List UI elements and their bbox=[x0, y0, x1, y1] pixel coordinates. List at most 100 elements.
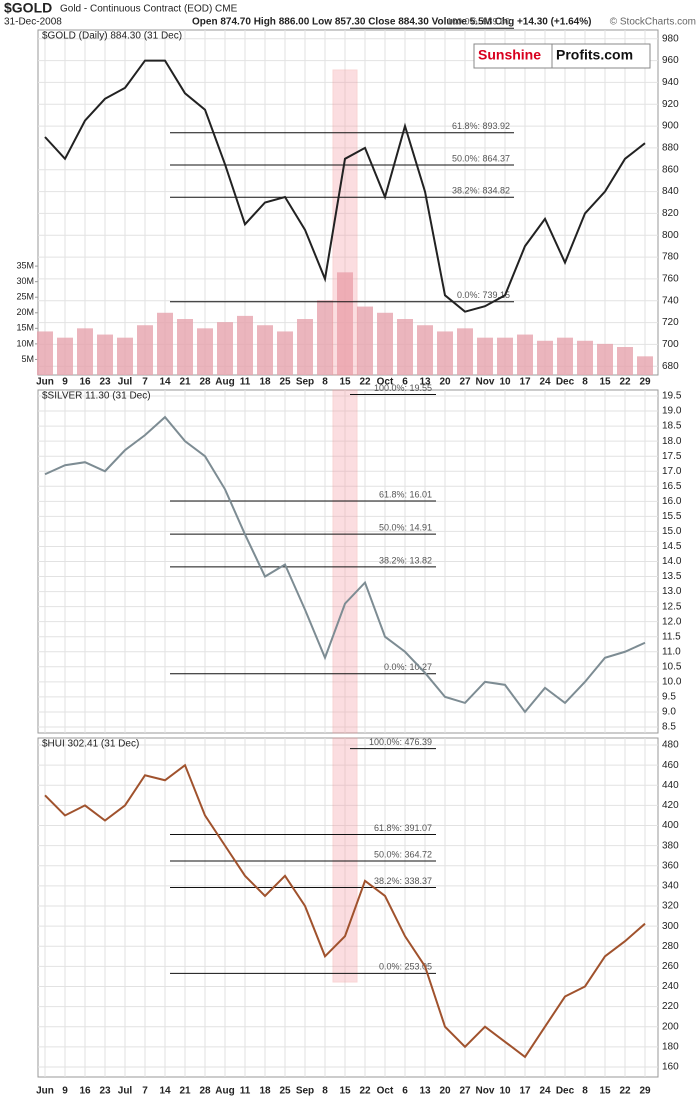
quote: Open 874.70 High 886.00 Low 857.30 Close… bbox=[192, 17, 591, 28]
y2-tick-label: 5M bbox=[21, 354, 34, 364]
x-tick-label: 6 bbox=[402, 377, 408, 388]
x-tick-label: 24 bbox=[539, 377, 551, 388]
y-tick-label: 10.0 bbox=[662, 676, 682, 687]
y2-tick-label: 10M bbox=[16, 338, 34, 348]
y-tick-label: 11.0 bbox=[662, 646, 681, 657]
volume-bar bbox=[197, 328, 213, 375]
description: Gold - Continuous Contract (EOD) CME bbox=[60, 4, 238, 15]
y-tick-label: 180 bbox=[662, 1041, 679, 1052]
x-tick-label: Dec bbox=[556, 377, 575, 388]
x-tick-label: Sep bbox=[296, 377, 314, 388]
x-tick-label: Sep bbox=[296, 1086, 314, 1097]
y-tick-label: 14.5 bbox=[662, 541, 682, 552]
logo-left: Sunshine bbox=[478, 47, 541, 63]
y-tick-label: 720 bbox=[662, 317, 679, 328]
x-tick-label: 9 bbox=[62, 377, 68, 388]
highlight-band bbox=[332, 69, 358, 376]
y-tick-label: 19.0 bbox=[662, 406, 682, 417]
volume-bar bbox=[117, 337, 133, 375]
x-tick-label: Oct bbox=[377, 377, 394, 388]
volume-bar bbox=[537, 340, 553, 375]
y-tick-label: 14.0 bbox=[662, 556, 682, 567]
y-tick-label: 16.5 bbox=[662, 481, 682, 492]
date: 31-Dec-2008 bbox=[4, 17, 62, 28]
volume-bar bbox=[497, 337, 513, 375]
symbol: $GOLD bbox=[4, 0, 52, 16]
volume-bar bbox=[617, 347, 633, 375]
fib-label: 61.8%: 16.01 bbox=[379, 489, 432, 499]
y-tick-label: 12.0 bbox=[662, 616, 682, 627]
y-tick-label: 12.5 bbox=[662, 601, 682, 612]
fib-label: 38.2%: 834.82 bbox=[452, 186, 510, 196]
y-tick-label: 280 bbox=[662, 941, 679, 952]
highlight-band bbox=[332, 389, 358, 734]
y-tick-label: 18.5 bbox=[662, 421, 682, 432]
x-tick-label: 20 bbox=[439, 377, 451, 388]
y-tick-label: 220 bbox=[662, 1001, 679, 1012]
highlight-band bbox=[332, 737, 358, 983]
volume-bar bbox=[337, 272, 353, 375]
volume-bar bbox=[277, 331, 293, 375]
y-tick-label: 200 bbox=[662, 1021, 679, 1032]
x-tick-label: 15 bbox=[599, 1086, 611, 1097]
logo-box bbox=[473, 43, 651, 69]
x-tick-label: 16 bbox=[79, 377, 91, 388]
x-tick-label: 16 bbox=[79, 1086, 91, 1097]
y-tick-label: 360 bbox=[662, 860, 679, 871]
volume-bar bbox=[457, 328, 473, 375]
y-tick-label: 420 bbox=[662, 800, 679, 811]
y-tick-label: 160 bbox=[662, 1062, 679, 1073]
volume-bar bbox=[597, 343, 613, 375]
y-tick-label: 920 bbox=[662, 99, 679, 110]
x-tick-label: 29 bbox=[639, 1086, 651, 1097]
x-tick-label: 28 bbox=[199, 377, 211, 388]
price-line bbox=[44, 763, 646, 1059]
y-tick-label: 17.5 bbox=[662, 451, 682, 462]
y-tick-label: 320 bbox=[662, 901, 679, 912]
legend: $HUI 302.41 (31 Dec) bbox=[42, 739, 139, 750]
volume-bar bbox=[77, 328, 93, 375]
volume-bar bbox=[417, 325, 433, 375]
x-tick-label: 25 bbox=[279, 377, 291, 388]
x-tick-label: 27 bbox=[459, 377, 471, 388]
logo-right: Profits.com bbox=[556, 47, 633, 63]
x-tick-label: 7 bbox=[142, 1086, 148, 1097]
x-tick-label: Jun bbox=[36, 1086, 54, 1097]
fib-label: 50.0%: 364.72 bbox=[374, 849, 432, 859]
y-tick-label: 240 bbox=[662, 981, 679, 992]
x-tick-label: 18 bbox=[259, 1086, 271, 1097]
fib-label: 50.0%: 14.91 bbox=[379, 522, 432, 532]
x-tick-label: 18 bbox=[259, 377, 271, 388]
volume-bar bbox=[637, 356, 653, 375]
y-tick-label: 680 bbox=[662, 361, 679, 372]
x-tick-label: 23 bbox=[99, 1086, 111, 1097]
volume-bar bbox=[97, 334, 113, 375]
fib-label: 50.0%: 864.37 bbox=[452, 153, 510, 163]
y-tick-label: 960 bbox=[662, 55, 679, 66]
y-tick-label: 15.0 bbox=[662, 526, 682, 537]
x-tick-label: 10 bbox=[499, 377, 511, 388]
x-tick-label: 14 bbox=[159, 377, 171, 388]
legend: $GOLD (Daily) 884.30 (31 Dec) bbox=[42, 31, 182, 42]
volume-bar bbox=[477, 337, 493, 375]
x-tick-label: 9 bbox=[62, 1086, 68, 1097]
x-tick-label: 6 bbox=[402, 1086, 408, 1097]
y-tick-label: 9.0 bbox=[662, 707, 676, 718]
x-tick-label: 15 bbox=[599, 377, 611, 388]
fib-label: 38.2%: 338.37 bbox=[374, 876, 432, 886]
volume-bar bbox=[297, 319, 313, 375]
x-tick-label: 25 bbox=[279, 1086, 291, 1097]
panel-frame bbox=[37, 737, 659, 1078]
x-tick-label: 22 bbox=[619, 1086, 631, 1097]
volume-bar bbox=[37, 331, 53, 375]
x-tick-label: 13 bbox=[419, 377, 431, 388]
volume-bar bbox=[577, 340, 593, 375]
x-tick-label: 21 bbox=[179, 1086, 191, 1097]
volume-bar bbox=[237, 315, 253, 375]
fib-label: 0.0%: 739.15 bbox=[457, 290, 510, 300]
y-tick-label: 380 bbox=[662, 840, 679, 851]
x-tick-label: 15 bbox=[339, 377, 351, 388]
volume-bar bbox=[217, 322, 233, 375]
y-tick-label: 860 bbox=[662, 164, 679, 175]
volume-bar bbox=[57, 337, 73, 375]
